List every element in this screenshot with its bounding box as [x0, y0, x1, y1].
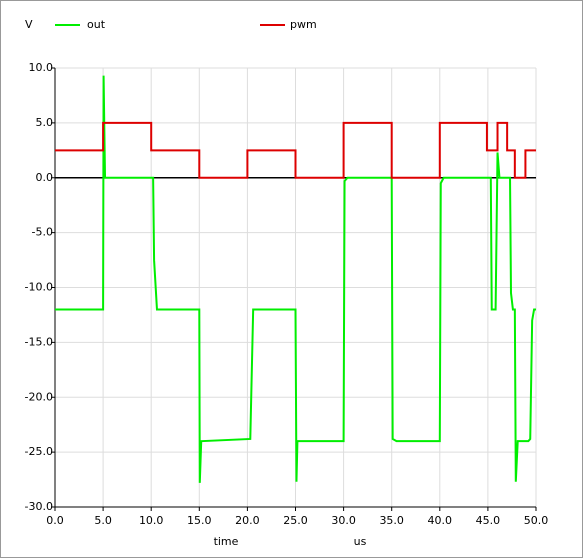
- x-tick-label: 0.0: [46, 514, 64, 527]
- y-tick-label: 5.0: [36, 116, 54, 129]
- x-tick-label: 10.0: [139, 514, 164, 527]
- x-tick-label: 40.0: [428, 514, 453, 527]
- x-tick-label: 45.0: [476, 514, 501, 527]
- x-tick-label: 35.0: [379, 514, 404, 527]
- y-tick-label: -5.0: [32, 226, 53, 239]
- y-tick-label: -10.0: [25, 281, 53, 294]
- y-tick-label: -15.0: [25, 335, 53, 348]
- y-axis-label: V: [25, 18, 33, 31]
- x-tick-label: 5.0: [94, 514, 112, 527]
- x-tick-label: 25.0: [283, 514, 308, 527]
- series-line: [55, 75, 536, 483]
- x-axis-label: time: [214, 535, 239, 548]
- legend-label: out: [87, 18, 106, 31]
- y-tick-label: -25.0: [25, 445, 53, 458]
- series-line: [55, 121, 536, 179]
- x-tick-label: 20.0: [235, 514, 260, 527]
- y-tick-label: -20.0: [25, 390, 53, 403]
- y-tick-label: 10.0: [29, 61, 54, 74]
- x-axis-unit: us: [354, 535, 367, 548]
- y-tick-label: -30.0: [25, 500, 53, 513]
- x-tick-label: 30.0: [331, 514, 356, 527]
- x-tick-label: 50.0: [524, 514, 549, 527]
- x-tick-label: 15.0: [187, 514, 212, 527]
- legend-label: pwm: [290, 18, 317, 31]
- y-tick-label: 0.0: [36, 171, 54, 184]
